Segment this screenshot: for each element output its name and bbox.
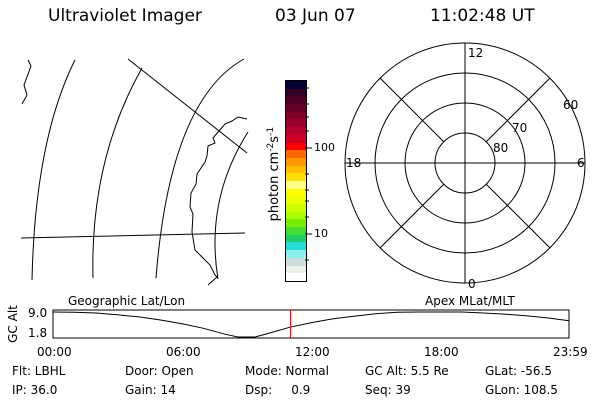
mlt-label-12: 12: [468, 46, 484, 60]
instrument-title: Ultraviolet Imager: [48, 6, 202, 26]
filter-status: Flt: LBHL: [12, 364, 66, 378]
colorbar-segment: [286, 96, 306, 105]
mlt-label-18: 18: [346, 156, 362, 170]
apex-panel-label: Apex MLat/MLT: [425, 294, 515, 308]
colorbar-segment: [286, 127, 306, 135]
colorbar-segment: [286, 242, 306, 251]
gain-status: Gain: 14: [125, 383, 176, 397]
seq-status: Seq: 39: [365, 383, 411, 397]
mlt-diagonal: [379, 77, 445, 143]
x-tick-label: 06:00: [166, 345, 201, 359]
mlat-label-80: 80: [493, 141, 509, 155]
x-tick-label: 12:00: [295, 345, 330, 359]
colorbar-tick-100: 100: [314, 141, 335, 154]
door-status: Door: Open: [125, 364, 194, 378]
geographic-panel-label: Geographic Lat/Lon: [68, 294, 186, 308]
colorbar-segment: [286, 227, 306, 235]
dsp-status: Dsp: 0.9: [245, 383, 311, 397]
glat-status: GLat: -56.5: [485, 364, 552, 378]
colorbar-segment: [286, 188, 306, 197]
latitude-arc: [155, 58, 245, 279]
latitude-arc: [31, 59, 76, 281]
mlt-diagonal: [485, 183, 551, 249]
colorbar-segment: [286, 119, 306, 128]
x-tick-label: 23:59: [553, 345, 588, 359]
colorbar-segment: [286, 250, 306, 258]
ytick-label: 1.8: [28, 326, 48, 340]
longitude-line: [127, 58, 248, 154]
date-label: 03 Jun 07: [275, 6, 356, 26]
time-label: 11:02:48 UT: [430, 6, 535, 26]
colorbar-segment: [286, 81, 306, 89]
mode-status: Mode: Normal: [245, 364, 329, 378]
coastline: [189, 116, 248, 286]
mlt-diagonal: [485, 77, 551, 143]
colorbar-segment: [286, 142, 306, 151]
colorbar-segment: [286, 150, 306, 158]
colorbar-segment: [286, 204, 306, 212]
ip-status: IP: 36.0: [12, 383, 58, 397]
colorbar-segment: [286, 273, 306, 281]
colorbar-segment: [286, 111, 306, 120]
geographic-map: [20, 58, 249, 286]
colorbar-segment: [286, 104, 306, 112]
latitude-arc: [214, 131, 249, 280]
mlat-label-60: 60: [563, 98, 579, 112]
colorbar-segment: [286, 257, 306, 266]
x-tick-label: 18:00: [424, 345, 459, 359]
colorbar-segment: [286, 234, 306, 243]
altitude-series-line: [52, 311, 570, 338]
mlat-label-70: 70: [512, 121, 528, 135]
altitude-plot-frame: [52, 309, 570, 339]
colorbar-segment: [286, 157, 306, 166]
coastline: [21, 59, 32, 105]
colorbar-segment: [286, 196, 306, 204]
colorbar-segment: [286, 165, 306, 174]
colorbar-segment: [286, 180, 306, 189]
gcalt-status: GC Alt: 5.5 Re: [365, 364, 449, 378]
colorbar-segment: [286, 219, 306, 228]
colorbar-segment: [286, 265, 306, 274]
colorbar-tick-10: 10: [314, 227, 328, 240]
colorbar-segment: [286, 211, 306, 220]
colorbar-segment: [286, 134, 306, 143]
colorbar: [285, 80, 307, 282]
mlt-label-6: 6: [577, 156, 585, 170]
latitude-arc: [92, 67, 143, 279]
mlt-label-0: 0: [468, 277, 476, 291]
ytick-label: 9.0: [28, 306, 48, 320]
x-tick-label: 00:00: [37, 345, 72, 359]
longitude-line: [20, 232, 246, 239]
mlt-diagonal: [379, 183, 445, 249]
colorbar-segment: [286, 88, 306, 97]
glon-status: GLon: 108.5: [485, 383, 558, 397]
colorbar-segment: [286, 173, 306, 181]
